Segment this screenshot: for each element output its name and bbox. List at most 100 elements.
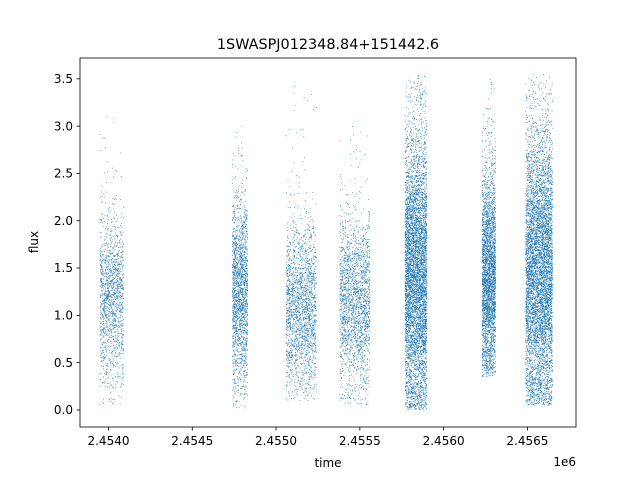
data-point (238, 185, 240, 187)
data-point (109, 325, 110, 327)
data-point (242, 336, 244, 338)
data-point (241, 304, 243, 306)
data-point (314, 256, 316, 258)
data-point (310, 301, 311, 303)
data-point (296, 236, 298, 238)
data-point (104, 269, 106, 270)
data-point (315, 283, 317, 285)
data-point (107, 327, 109, 328)
data-point (106, 295, 107, 297)
data-point (243, 345, 245, 347)
data-point (303, 338, 305, 339)
data-point (311, 282, 313, 284)
data-point (234, 214, 235, 216)
data-point (300, 345, 302, 346)
data-point (104, 331, 106, 333)
data-point (236, 267, 238, 268)
data-point (236, 132, 238, 133)
data-point (299, 286, 301, 288)
data-point (119, 403, 121, 405)
data-point (115, 253, 117, 255)
data-point (112, 322, 114, 324)
data-point (117, 269, 119, 271)
data-point (309, 316, 311, 317)
data-point (237, 273, 239, 274)
data-point (104, 251, 105, 252)
data-point (113, 347, 115, 349)
data-point (241, 277, 243, 278)
data-point (300, 337, 302, 339)
data-point (288, 392, 290, 394)
data-point (116, 296, 118, 297)
data-point (109, 254, 111, 256)
data-point (104, 310, 106, 312)
data-point (246, 300, 247, 302)
data-point (310, 273, 311, 275)
data-point (296, 288, 298, 290)
data-point (239, 320, 240, 321)
data-point (291, 304, 293, 306)
data-point (235, 257, 237, 259)
data-point (309, 291, 310, 292)
data-point (302, 374, 304, 376)
data-point (242, 373, 244, 375)
data-point (235, 331, 237, 333)
data-point (232, 296, 234, 298)
data-point (106, 161, 108, 163)
data-point (246, 282, 247, 284)
data-point (104, 249, 106, 250)
data-point (295, 307, 297, 309)
data-point (297, 287, 299, 289)
data-point (315, 347, 316, 349)
data-point (118, 227, 120, 229)
data-point (293, 289, 295, 291)
data-point (303, 292, 305, 293)
data-point (240, 276, 242, 278)
data-point (100, 343, 102, 345)
data-point (109, 234, 111, 235)
data-point (232, 291, 233, 292)
data-point (303, 253, 305, 255)
data-point (235, 283, 237, 284)
data-point (120, 302, 121, 303)
data-point (242, 332, 244, 334)
data-point (114, 272, 115, 274)
data-point (311, 306, 313, 308)
data-point (237, 348, 238, 350)
data-point (101, 360, 103, 362)
data-point (239, 263, 241, 265)
data-point (119, 377, 121, 379)
data-point (112, 287, 114, 289)
data-point (298, 279, 300, 280)
data-point (291, 314, 293, 316)
data-point (239, 239, 241, 241)
data-point (243, 254, 245, 256)
data-point (120, 285, 122, 287)
data-point (314, 321, 316, 323)
data-point (314, 262, 315, 264)
data-point (112, 273, 113, 275)
data-point (115, 325, 117, 327)
data-point (246, 268, 248, 270)
data-point (300, 296, 302, 297)
data-point (109, 304, 111, 305)
data-point (313, 279, 315, 281)
data-point (106, 116, 108, 118)
data-point (236, 358, 238, 360)
data-point (295, 175, 297, 176)
data-point (232, 264, 234, 266)
data-point (235, 322, 236, 324)
data-point (119, 346, 121, 348)
data-point (246, 290, 248, 291)
data-point (241, 332, 243, 334)
data-point (239, 248, 241, 250)
data-point (239, 285, 241, 286)
data-point (290, 224, 292, 226)
data-point (236, 246, 238, 248)
data-point (245, 375, 247, 376)
data-point (109, 275, 110, 277)
data-point (239, 286, 241, 288)
data-point (244, 254, 245, 255)
data-point (296, 389, 298, 391)
data-point (232, 234, 233, 236)
